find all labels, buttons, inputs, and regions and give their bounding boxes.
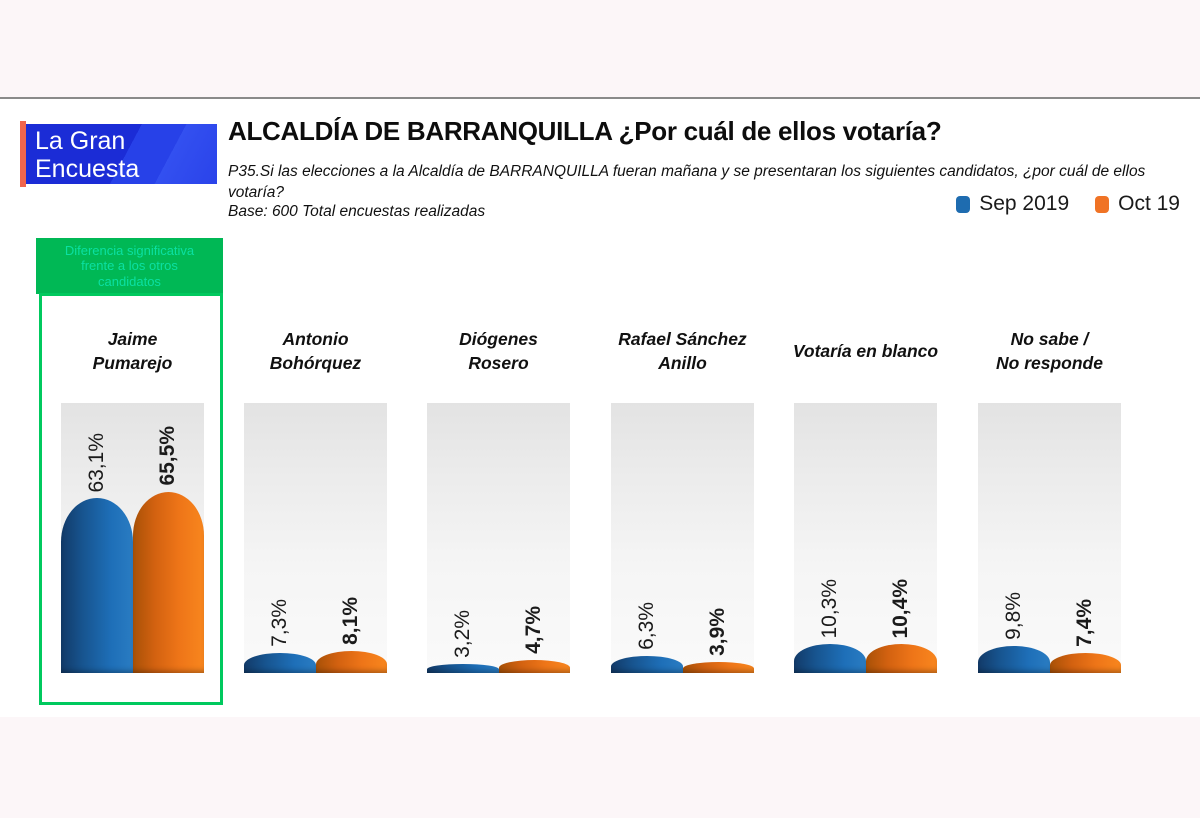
value-label-sep-2019: 3,2% <box>450 610 474 659</box>
logo-accent-bar <box>20 121 26 187</box>
chart-column: 6,3% 3,9% <box>611 403 754 673</box>
la-gran-encuesta-logo: La Gran Encuesta <box>26 124 217 184</box>
header-divider-line <box>0 97 1200 99</box>
chart-column: 9,8% 7,4% <box>978 403 1121 673</box>
bar-sep-2019 <box>61 498 133 673</box>
bar-oct-19 <box>498 659 570 673</box>
logo-line1: La Gran <box>35 127 126 155</box>
column-background <box>427 403 570 673</box>
column-background <box>794 403 937 673</box>
bar-sep-2019 <box>794 644 866 673</box>
bar-oct-19 <box>865 644 937 673</box>
chart-column: 10,3% 10,4% <box>794 403 937 673</box>
legend-label-oct19: Oct 19 <box>1118 192 1180 215</box>
value-label-sep-2019: 63,1% <box>84 432 108 493</box>
candidate-name-line: Rafael Sánchez <box>618 329 747 349</box>
chart-column: 7,3% 8,1% <box>244 403 387 673</box>
candidate-name-line: No sabe / <box>1010 329 1089 349</box>
bar-oct-19 <box>1049 652 1121 673</box>
candidate-name: No sabe / No responde <box>959 322 1140 380</box>
value-label-sep-2019: 10,3% <box>817 578 841 639</box>
top-margin-band <box>0 0 1200 97</box>
annotation-line1: Diferencia significativa <box>64 242 195 258</box>
highlight-rectangle-jaime-pumarejo <box>39 293 223 705</box>
candidate-name-line: Rosero <box>468 353 529 373</box>
bar-sep-2019 <box>611 655 683 673</box>
logo-line2: Encuesta <box>35 155 140 183</box>
value-label-oct-19: 7,4% <box>1073 598 1097 647</box>
annotation-line2: frente a los otros <box>81 258 178 274</box>
column-background <box>978 403 1121 673</box>
candidate-name: Antonio Bohórquez <box>225 322 406 380</box>
candidate-name-line: Antonio <box>282 329 349 349</box>
value-label-oct-19: 10,4% <box>889 578 913 639</box>
significance-annotation-box: Diferencia significativa frente a los ot… <box>36 238 223 294</box>
value-label-oct-19: 65,5% <box>156 426 180 486</box>
legend-label-sep2019: Sep 2019 <box>979 192 1070 215</box>
bottom-margin-band <box>0 717 1200 818</box>
bar-sep-2019 <box>978 645 1050 673</box>
candidate-name: Diógenes Rosero <box>408 322 589 380</box>
chart-column: 3,2% 4,7% <box>427 403 570 673</box>
column-background <box>244 403 387 673</box>
bar-oct-19 <box>132 491 204 673</box>
value-label-sep-2019: 9,8% <box>1001 591 1025 640</box>
survey-question: P35.Si las elecciones a la Alcaldía de B… <box>228 161 1193 203</box>
candidate-name-line: No responde <box>996 353 1103 373</box>
candidate-name: Jaime Pumarejo <box>42 322 223 380</box>
value-label-sep-2019: 6,3% <box>634 601 658 650</box>
legend-swatch-sep2019-icon <box>956 195 971 213</box>
candidate-name-line: Anillo <box>658 353 707 373</box>
value-label-oct-19: 4,7% <box>522 606 546 654</box>
candidate-name-line: Votaría en blanco <box>792 341 939 361</box>
value-label-oct-19: 8,1% <box>339 596 363 645</box>
candidate-name-line: Jaime <box>107 329 158 349</box>
candidate-name-line: Bohórquez <box>269 353 362 373</box>
legend-swatch-oct19-icon <box>1095 195 1110 213</box>
survey-question-line2: votaría? <box>228 184 285 201</box>
bar-oct-19 <box>315 650 387 673</box>
candidate-name: Rafael Sánchez Anillo <box>592 322 773 380</box>
bar-sep-2019 <box>244 652 316 673</box>
page-title: ALCALDÍA DE BARRANQUILLA ¿Por cuál de el… <box>228 116 942 146</box>
candidate-name: Votaría en blanco <box>775 322 956 380</box>
value-label-sep-2019: 7,3% <box>267 598 291 647</box>
annotation-line3: candidatos <box>98 273 161 289</box>
sample-base-note: Base: 600 Total encuestas realizadas <box>228 203 486 220</box>
chart-legend: Sep 2019 Oct 19 <box>956 192 1180 216</box>
bar-oct-19 <box>682 662 754 673</box>
candidate-name-line: Pumarejo <box>92 353 173 373</box>
survey-question-line1: P35.Si las elecciones a la Alcaldía de B… <box>228 163 1146 180</box>
chart-column: 63,1% 65,5% <box>61 403 204 673</box>
candidate-name-line: Diógenes <box>459 329 538 349</box>
value-label-oct-19: 3,9% <box>706 608 730 657</box>
bar-sep-2019 <box>427 664 499 673</box>
column-background <box>611 403 754 673</box>
